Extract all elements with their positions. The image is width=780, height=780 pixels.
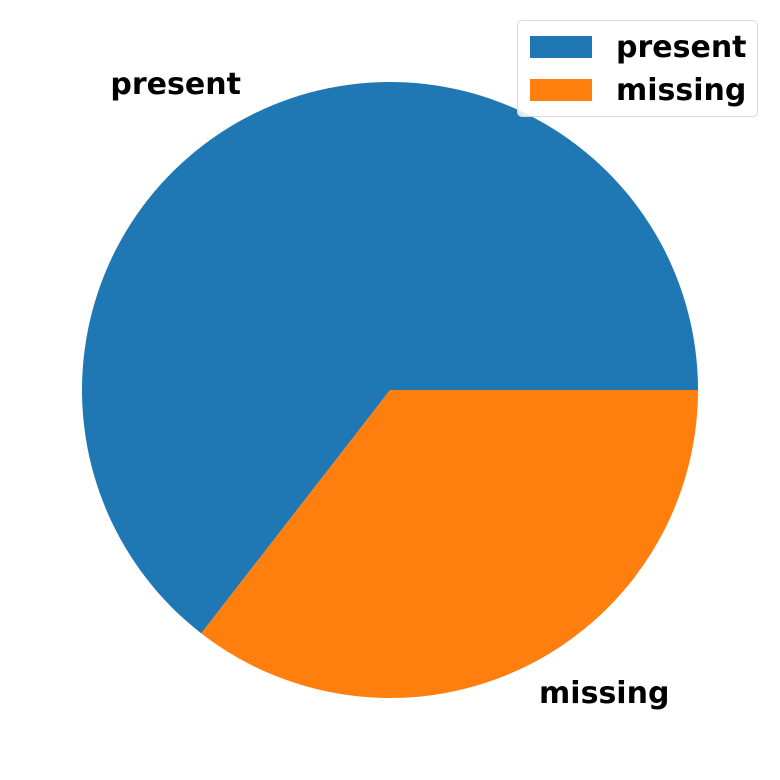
legend-entry-missing: missing [530, 70, 746, 110]
legend: present missing [517, 20, 758, 117]
legend-swatch-missing [530, 79, 592, 101]
legend-entry-present: present [530, 27, 747, 67]
legend-swatch-present [530, 36, 592, 58]
slice-label-missing: missing [539, 676, 669, 711]
legend-label-missing: missing [616, 72, 747, 108]
legend-label-present: present [616, 29, 747, 65]
pie-slice-present [81, 81, 698, 634]
pie-slice-missing [201, 390, 699, 698]
slice-label-present: present [110, 67, 241, 102]
